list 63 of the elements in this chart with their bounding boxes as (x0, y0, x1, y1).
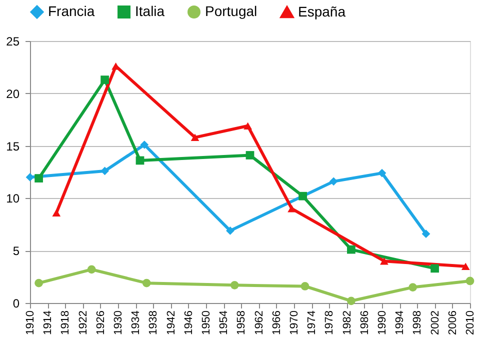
point (408, 283, 417, 292)
point (34, 174, 43, 182)
y-tick-label: 20 (6, 86, 20, 101)
point (430, 264, 439, 273)
x-tick-label: 1918 (60, 310, 72, 335)
x-tick-label: 1914 (42, 310, 54, 335)
x-tick-label: 1990 (376, 310, 388, 335)
point (380, 257, 388, 265)
point (87, 265, 96, 274)
point (52, 209, 61, 216)
x-tick-label: 1934 (130, 310, 142, 335)
x-tick-label: 1938 (148, 310, 160, 335)
x-tick-label: 1942 (165, 310, 178, 335)
x-tick-label: 1950 (200, 310, 212, 335)
point (34, 278, 43, 288)
point (422, 230, 430, 238)
legend-label: Portugal (205, 3, 258, 19)
y-tick-label: 15 (6, 139, 20, 154)
legend-label: Francia (48, 3, 95, 19)
x-tick-label: 1982 (341, 310, 354, 335)
x-tick-label: 1998 (412, 310, 424, 335)
y-tick-label: 25 (6, 34, 20, 48)
point (100, 166, 109, 176)
x-tick-label: 1958 (236, 310, 248, 335)
y-tick-label: 5 (12, 244, 20, 258)
point (244, 122, 252, 130)
point (347, 296, 356, 306)
point (300, 282, 310, 290)
x-tick-label: 1994 (394, 310, 406, 335)
point (230, 281, 239, 290)
y-tick-label: 0 (12, 296, 20, 310)
x-tick-label: 2006 (446, 310, 459, 335)
point (329, 177, 338, 186)
x-tick-label: 1926 (94, 310, 107, 335)
x-tick-label: 1986 (358, 310, 371, 335)
point (288, 205, 296, 212)
x-tick-label: 1930 (112, 310, 124, 335)
point (347, 245, 356, 254)
x-tick-label: 1974 (306, 310, 318, 335)
point (136, 156, 144, 165)
x-tick-label: 1962 (253, 310, 266, 335)
x-tick-label: 1970 (288, 310, 300, 335)
point (226, 226, 234, 235)
x-tick-label: 1910 (24, 310, 36, 335)
point (142, 278, 151, 288)
point (190, 134, 200, 142)
x-tick-label: 1954 (218, 310, 230, 335)
point (100, 76, 109, 84)
point (298, 192, 307, 200)
point (461, 262, 470, 270)
legend-label: España (298, 3, 346, 20)
x-tick-label: 2002 (429, 310, 442, 335)
point (378, 168, 386, 178)
x-tick-label: 1922 (77, 310, 90, 335)
point (246, 151, 254, 160)
point (140, 140, 149, 149)
x-tick-label: 1978 (324, 310, 336, 335)
x-tick-label: 1946 (182, 310, 195, 335)
x-tick-label: 2010 (464, 310, 476, 335)
x-tick-label: 1966 (270, 310, 283, 335)
legend-label: Italia (135, 3, 165, 19)
point (466, 276, 474, 286)
y-tick-label: 10 (6, 192, 20, 206)
